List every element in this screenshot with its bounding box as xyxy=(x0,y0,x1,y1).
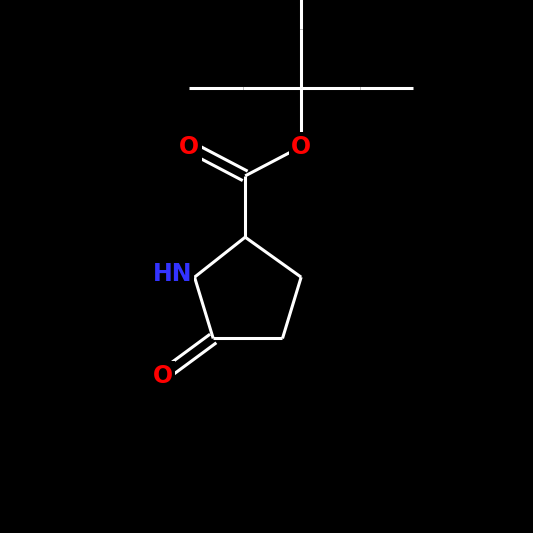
Text: HN: HN xyxy=(152,262,192,287)
Text: O: O xyxy=(291,134,311,159)
Text: O: O xyxy=(179,134,199,159)
Text: O: O xyxy=(152,364,173,388)
